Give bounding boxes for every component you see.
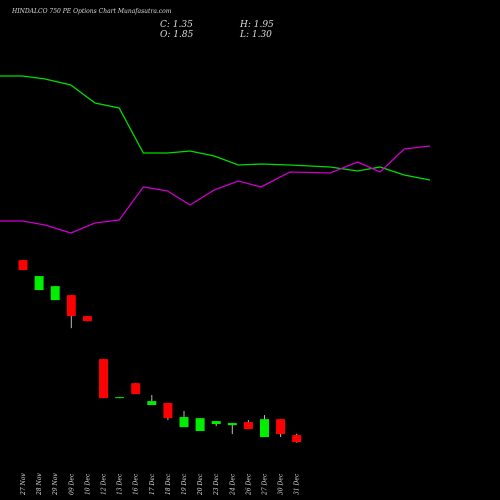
x-tick-label: 17 Dec	[149, 473, 156, 495]
candle-body	[115, 397, 125, 399]
candle-body	[18, 260, 28, 271]
x-tick-label: 18 Dec	[165, 473, 172, 495]
series-line	[0, 145, 431, 234]
x-tick-label: 29 Nov	[52, 473, 59, 496]
candle-body	[243, 422, 253, 430]
candle-body	[276, 419, 286, 435]
series-line	[0, 75, 431, 181]
chart-title: HINDALCO 750 PE Options Chart Munafasutr…	[11, 8, 172, 15]
candle-body	[163, 403, 173, 419]
candle-body	[131, 383, 141, 395]
candle-body	[147, 401, 157, 406]
header-low: L: 1.30	[239, 30, 272, 40]
x-tick-label: 19 Dec	[181, 473, 188, 495]
candle-body	[227, 423, 237, 426]
candle-body	[99, 359, 108, 399]
x-tick-label: 23 Dec	[213, 473, 220, 496]
x-tick-label: 26 Dec	[245, 473, 252, 496]
candle-body	[34, 276, 44, 291]
candle-body	[195, 418, 205, 432]
x-tick-label: 20 Dec	[197, 473, 204, 496]
x-tick-label: 27 Dec	[262, 473, 269, 496]
candle-body	[260, 419, 269, 438]
header-high: H: 1.95	[239, 20, 274, 30]
x-tick-label: 13 Dec	[117, 473, 124, 495]
candle-body	[179, 417, 189, 428]
candle-body	[82, 316, 92, 322]
x-tick-label: 09 Dec	[68, 473, 75, 495]
x-tick-label: 31 Dec	[294, 473, 301, 495]
candle-body	[211, 421, 221, 425]
candle-body	[292, 435, 302, 443]
x-tick-label: 30 Dec	[278, 473, 285, 495]
x-tick-label: 27 Nov	[20, 473, 27, 496]
header-close: C: 1.35	[160, 20, 193, 30]
x-tick-label: 24 Dec	[229, 473, 236, 496]
x-tick-label: 16 Dec	[133, 473, 140, 495]
x-tick-label: 28 Nov	[36, 473, 43, 496]
header-open: O: 1.85	[160, 30, 194, 40]
candle-body	[50, 286, 60, 301]
x-tick-label: 12 Dec	[101, 473, 108, 495]
candle-body	[66, 295, 76, 317]
x-tick-label: 10 Dec	[84, 473, 91, 495]
